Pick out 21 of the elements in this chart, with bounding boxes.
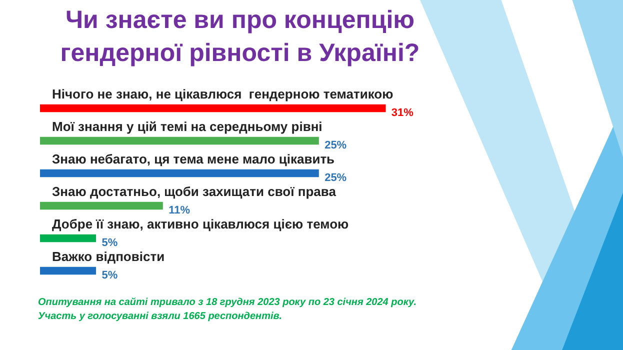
data-label: 5% <box>102 269 118 282</box>
bar <box>40 104 386 112</box>
y-tick-label: Мої знання у цій темі на середньому рівні <box>52 118 322 134</box>
y-tick-label: Знаю достатньо, щоби захищати свої права <box>52 184 337 199</box>
text: Опитування на сайті тривало з 18 грудня 2023 року по 23 січня 2024 року. <box>38 296 417 310</box>
y-tick-label: Добре її знаю, активно цікавлюся цією темою <box>52 216 349 232</box>
data-label: 25% <box>324 139 347 152</box>
y-tick-label: Знаю небагато, ця тема мене мало цікавить <box>52 151 335 166</box>
data-label: 5% <box>102 236 118 249</box>
y-tick-label: Нічого не знаю, не цікавлюся гендерною тематикою <box>52 86 394 102</box>
bar <box>40 234 96 242</box>
text: Участь у голосуванні взяли 1665 респондентів. <box>38 310 284 324</box>
y-tick-label: Важко відповісти <box>52 248 165 264</box>
bar <box>40 169 319 178</box>
bar <box>40 202 163 210</box>
chart-title: Чи знаєте ви про концепцію гендерної рівності в Україні? <box>60 5 420 69</box>
data-label: 31% <box>391 106 414 119</box>
bar <box>40 266 96 275</box>
bar <box>40 136 319 145</box>
data-label: 25% <box>324 172 347 184</box>
data-label: 11% <box>168 204 190 216</box>
